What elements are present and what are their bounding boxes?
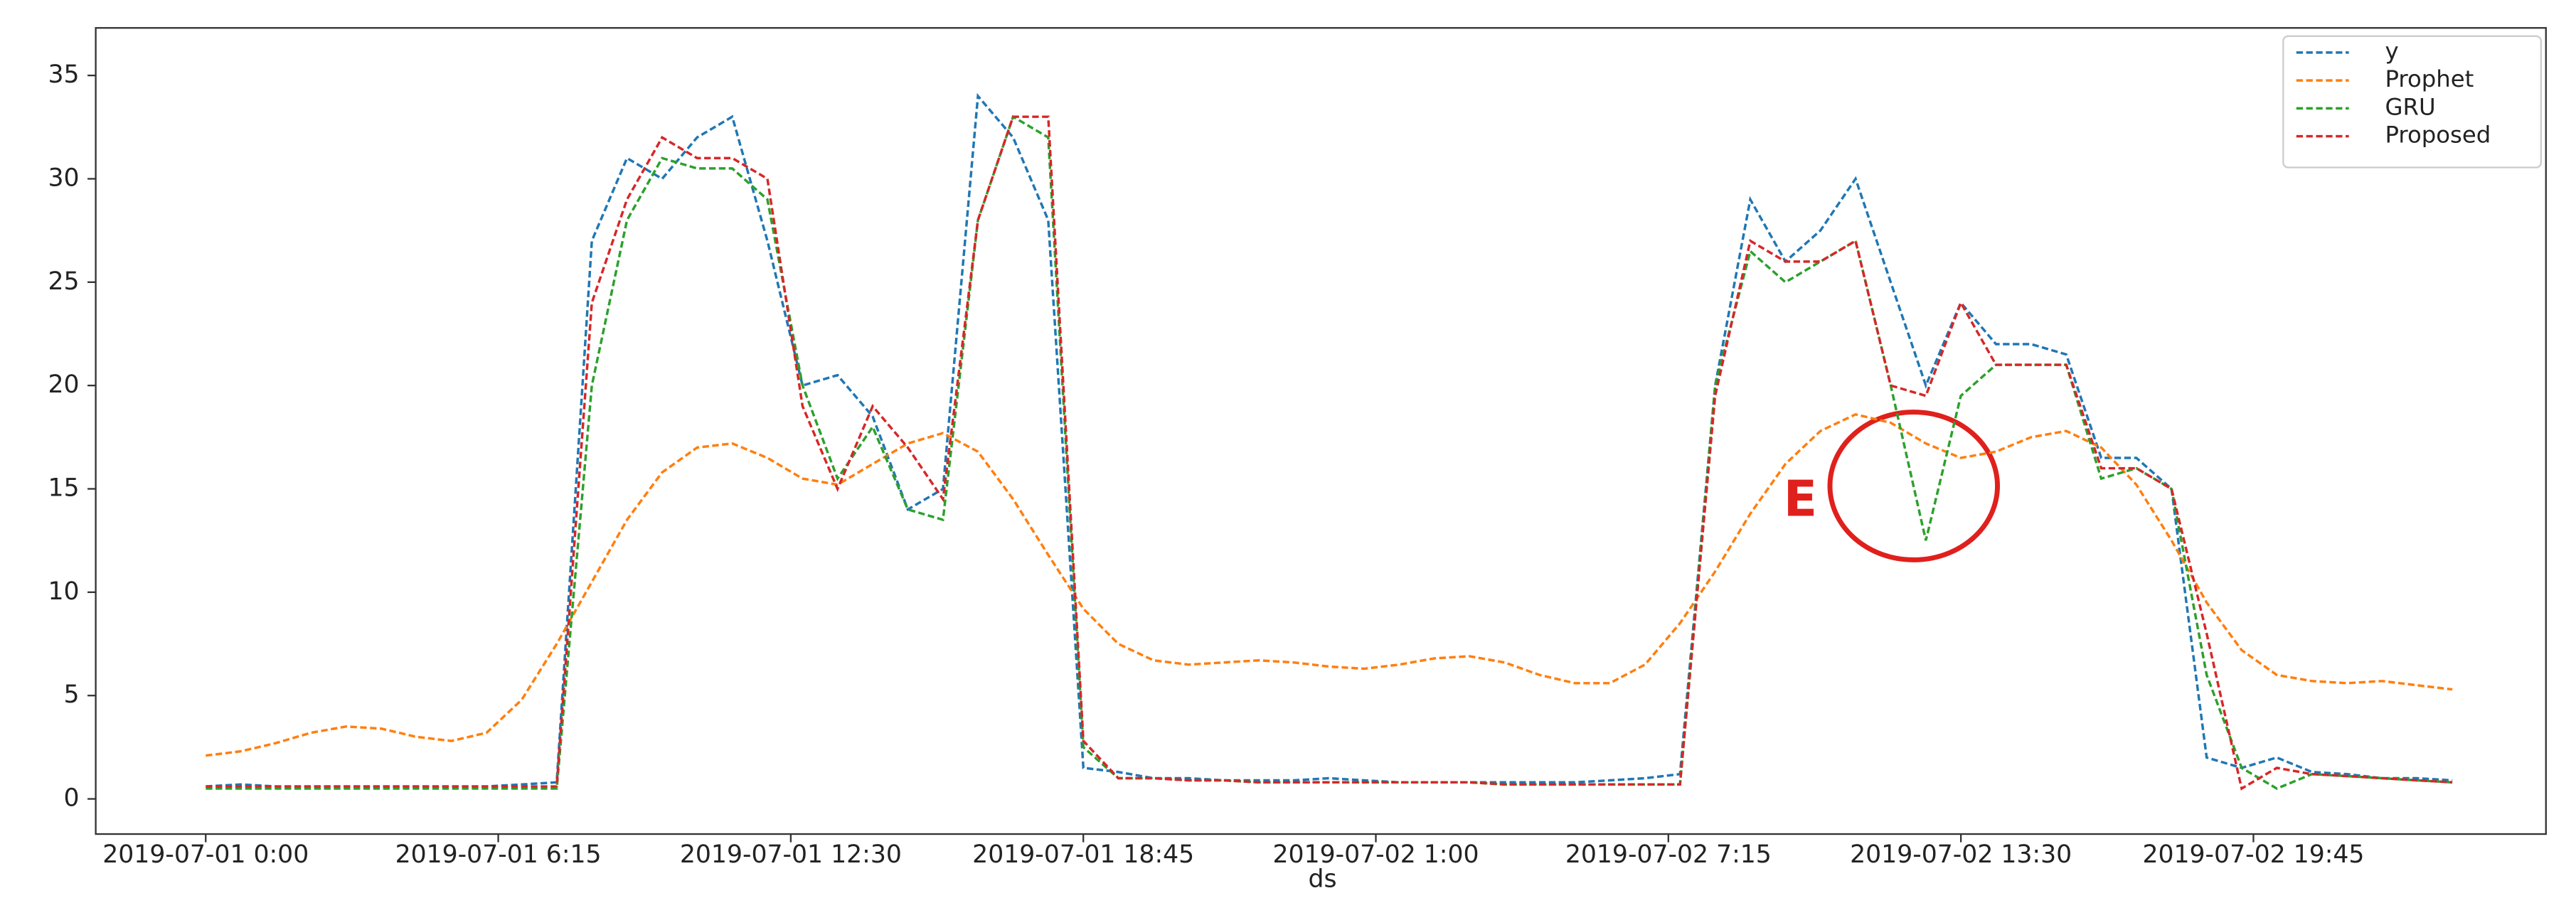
- series-line: [206, 412, 2453, 757]
- legend-label: Proposed: [2385, 122, 2491, 149]
- legend-box: [2282, 35, 2542, 169]
- x-tick-label: 2019-07-01 18:45: [972, 840, 1194, 869]
- y-tick-label: 20: [48, 370, 79, 399]
- x-tick-label: 2019-07-02 1:00: [1273, 840, 1479, 869]
- plot-frame: [95, 27, 2547, 835]
- series-line: [206, 115, 2453, 791]
- x-tick-label: 2019-07-02 7:15: [1565, 840, 1772, 869]
- y-tick-label: 15: [48, 474, 79, 503]
- y-tick-label: 30: [48, 164, 79, 192]
- highlight-circle: [1827, 410, 2000, 562]
- series-line: [206, 92, 2453, 788]
- annotation: E: [1784, 471, 1817, 528]
- y-tick-label: 35: [48, 60, 79, 89]
- legend-label: Prophet: [2385, 65, 2474, 92]
- x-axis-label: ds: [1308, 865, 1336, 894]
- y-tick-label: 0: [63, 784, 79, 813]
- legend-label: GRU: [2385, 93, 2435, 120]
- y-tick-label: 10: [48, 577, 79, 606]
- x-tick-label: 2019-07-01 12:30: [680, 840, 902, 869]
- y-tick-label: 5: [63, 680, 79, 709]
- x-tick-label: 2019-07-02 13:30: [1850, 840, 2072, 869]
- legend-label: y: [2385, 38, 2398, 65]
- y-tick-label: 25: [48, 267, 79, 296]
- x-tick-label: 2019-07-01 6:15: [395, 840, 602, 869]
- x-tick-label: 2019-07-02 19:45: [2142, 840, 2364, 869]
- x-tick-label: 2019-07-01 0:00: [102, 840, 309, 869]
